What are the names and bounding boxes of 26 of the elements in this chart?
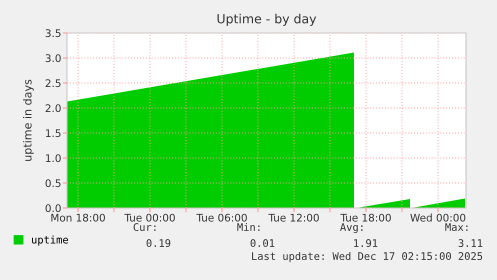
text: Min: [237,222,260,231]
x-tick-label: Tue 12:00 [268,214,319,222]
y-tick-label: 0.0 [46,204,61,212]
x-tick-label: Tue 06:00 [196,214,247,222]
text: Last update: Wed Dec 17 02:15:00 2025 [252,252,482,262]
text: 3.11 [458,239,482,248]
x-tick-label: Wed 00:00 [410,214,466,222]
text: Avg: [340,223,362,234]
y-tick-label: 1.5 [46,129,61,138]
x-tick-label: Tue 18:00 [340,214,391,222]
text: 0.19 [146,239,170,248]
y-tick-label: 0.5 [46,179,61,188]
text: 0.01 [250,239,274,248]
y-tick-label: 1.0 [46,154,61,162]
y-tick-label: 3.0 [46,54,61,62]
text: Max: [445,223,468,232]
text: 1.91 [354,239,378,248]
y-tick-label: 2.5 [46,79,61,88]
chart-title: Uptime - by day [218,14,316,26]
text: Cur: [134,223,156,232]
x-tick-label: Tue 00:00 [124,214,175,222]
y-axis-title: uptime in days [23,80,34,161]
y-tick-label: 3.5 [46,29,61,38]
legend-label: uptime [32,236,68,246]
x-tick-label: Mon 18:00 [51,214,105,222]
y-tick-label: 2.0 [46,104,61,112]
